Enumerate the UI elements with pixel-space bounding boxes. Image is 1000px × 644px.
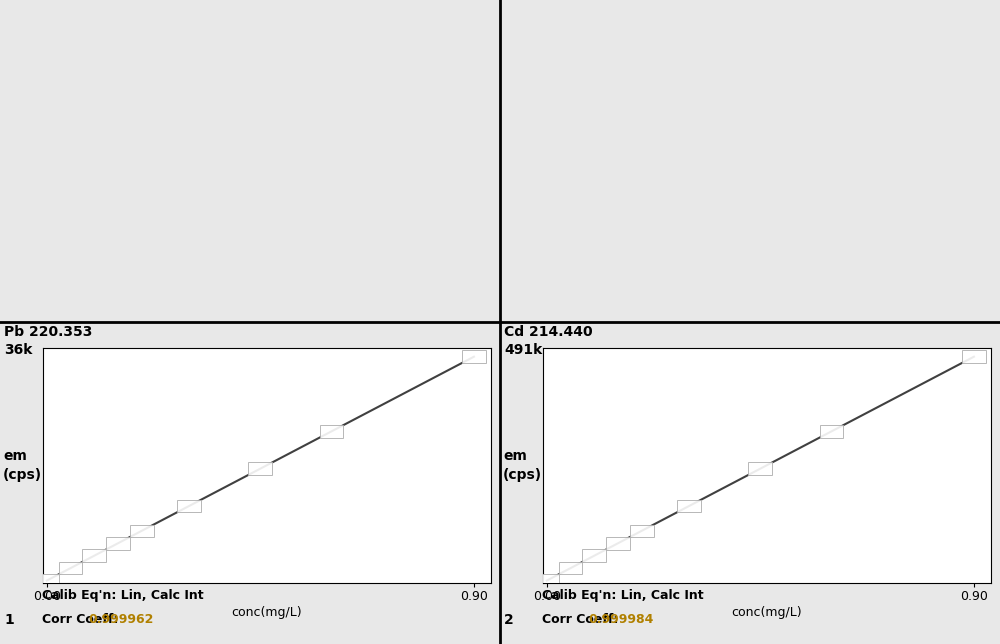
Bar: [248, 462, 272, 475]
Bar: [35, 574, 59, 587]
Bar: [535, 574, 559, 587]
Text: Calib Eq'n: Lin, Calc Int: Calib Eq'n: Lin, Calc Int: [542, 589, 704, 602]
Text: Calib Eq'n: Lin, Calc Int: Calib Eq'n: Lin, Calc Int: [42, 589, 204, 602]
Text: (cps): (cps): [503, 468, 542, 482]
Bar: [59, 562, 82, 574]
Bar: [582, 549, 606, 562]
Text: em: em: [3, 449, 27, 462]
Text: Cd 214.440: Cd 214.440: [504, 325, 593, 339]
Bar: [462, 350, 486, 363]
Bar: [177, 500, 201, 512]
Text: 1: 1: [4, 613, 14, 627]
Text: Corr Coeff:: Corr Coeff:: [42, 613, 123, 627]
Text: Pb 220.353: Pb 220.353: [4, 325, 92, 339]
Bar: [748, 462, 772, 475]
Text: 0.999984: 0.999984: [588, 613, 654, 627]
Text: 36k: 36k: [4, 343, 32, 357]
Text: em: em: [503, 449, 527, 462]
Text: Corr Coeff:: Corr Coeff:: [542, 613, 623, 627]
Bar: [630, 525, 654, 537]
Bar: [82, 549, 106, 562]
Text: 0.999962: 0.999962: [88, 613, 154, 627]
Text: 491k: 491k: [504, 343, 542, 357]
Bar: [559, 562, 582, 574]
X-axis label: conc(mg/L): conc(mg/L): [231, 605, 302, 618]
Bar: [320, 425, 343, 438]
Bar: [677, 500, 701, 512]
Text: (cps): (cps): [3, 468, 42, 482]
Bar: [962, 350, 986, 363]
X-axis label: conc(mg/L): conc(mg/L): [731, 605, 802, 618]
Bar: [130, 525, 154, 537]
Bar: [606, 537, 630, 549]
Bar: [106, 537, 130, 549]
Bar: [820, 425, 843, 438]
Text: 2: 2: [504, 613, 514, 627]
